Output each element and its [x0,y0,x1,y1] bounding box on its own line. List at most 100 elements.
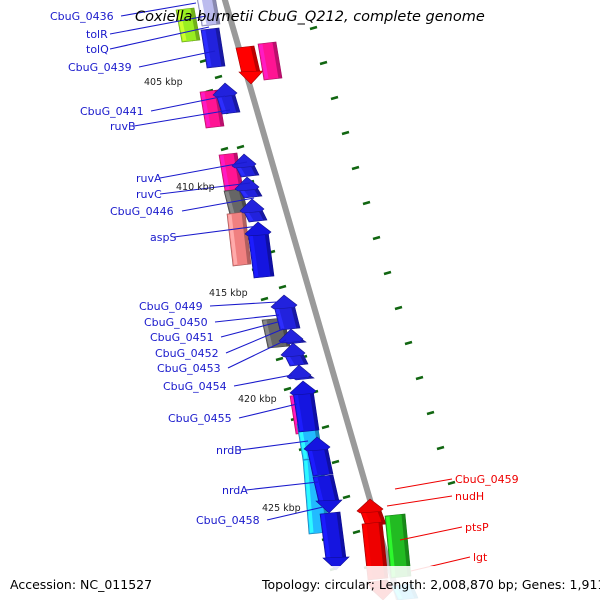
tick-dash [319,60,328,66]
tick-dash [341,130,350,136]
gene-arrowhead-up [289,380,317,396]
gene-shadow [212,0,220,25]
gene-labels-left[interactable]: CbuG_0436 tolR tolQ CbuG_0439 CbuG_0441 ruvB r… [50,10,260,527]
tick-dash-track-outer [309,25,456,486]
tick-dash [351,165,360,171]
gene-label-nudh[interactable]: nudH [455,490,484,503]
gene-label-cbug_0453[interactable]: CbuG_0453 [157,362,221,375]
gene-label-nrda[interactable]: nrdA [222,484,248,497]
gene-glyph[interactable] [239,198,268,223]
gene-shadow [376,508,386,525]
footer-bar: Accession: NC_011527 Topology: circular;… [0,566,600,600]
gene-label-cbug_0446[interactable]: CbuG_0446 [110,205,174,218]
label-leader-line [159,182,251,195]
gene-glyph[interactable] [384,513,412,579]
gene-label-tolr[interactable]: tolR [86,28,108,41]
gene-track-inner[interactable] [196,0,350,571]
gene-shadow [272,42,282,79]
gene-label-ptsp[interactable]: ptsP [465,521,489,534]
gene-arrowhead-up [244,221,272,237]
gene-highlight [177,10,187,41]
gene-glyph[interactable] [303,436,334,477]
tick-dash [342,494,351,500]
gene-label-cbug_0454[interactable]: CbuG_0454 [163,380,227,393]
gene-glyph[interactable] [196,0,221,27]
gene-glyph[interactable] [319,511,350,571]
gene-highlight [304,460,314,533]
gene-glyph[interactable] [235,45,264,85]
gene-label-cbug_0452[interactable]: CbuG_0452 [155,347,219,360]
gene-label-tolq[interactable]: tolQ [86,43,109,56]
label-leader-line [120,2,197,17]
tick-dash [372,235,381,241]
gene-glyph[interactable] [231,153,260,178]
gene-label-cbug_0439[interactable]: CbuG_0439 [68,61,132,74]
gene-highlight [220,155,230,190]
gene-label-cbug_0441[interactable]: CbuG_0441 [80,105,144,118]
gene-label-cbug_0458[interactable]: CbuG_0458 [196,514,260,527]
label-leader-line [233,374,293,387]
gene-glyph[interactable] [312,474,343,514]
tick-dash [362,200,371,206]
gene-label-cbug_0436[interactable]: CbuG_0436 [50,10,114,23]
gene-glyph[interactable] [278,328,307,345]
gene-arrowhead-up [231,153,257,169]
gene-shadow [264,231,274,277]
label-leader-line [394,478,453,490]
gene-label-ruvc[interactable]: ruvC [136,188,162,201]
tick-dash [220,146,229,152]
gene-shadow [250,46,260,73]
label-leader-line [159,161,248,179]
gene-arrowhead-up [303,436,331,452]
gene-label-lgt[interactable]: lgt [473,551,488,564]
label-leader-line [220,321,279,338]
gene-shadow [401,514,411,577]
tick-dash [236,144,245,150]
gene-highlight [228,214,238,265]
gene-highlight [202,30,212,67]
axis-tick-label: 420 kbp [238,394,277,405]
gene-shadow [230,92,240,113]
gene-glyph[interactable] [200,27,226,69]
gene-highlight [285,354,295,365]
gene-glyph[interactable] [286,364,315,381]
gene-label-cbug_0451[interactable]: CbuG_0451 [150,331,214,344]
gene-glyph[interactable] [356,498,387,527]
tick-dash [278,284,287,290]
gene-label-asps[interactable]: aspS [150,231,176,244]
gene-label-cbug_0459[interactable]: CbuG_0459 [455,473,519,486]
label-leader-line [109,26,210,50]
tick-dash [283,386,292,392]
gene-label-cbug_0455[interactable]: CbuG_0455 [168,412,232,425]
gene-arrowhead-up [286,364,312,380]
label-leader-line [173,225,259,238]
tick-dash [394,305,403,311]
gene-glyph[interactable] [289,380,320,433]
gene-glyph[interactable] [280,342,309,367]
gene-labels-right[interactable]: CbuG_0459 nudH ptsP lgt [455,473,519,564]
label-leader-line [386,495,453,507]
gene-glyph[interactable] [234,176,263,199]
gene-shadow [190,8,200,41]
gene-highlight [386,516,396,577]
label-leader-line [181,197,255,212]
tick-dash [214,74,223,80]
gene-highlight [259,44,269,79]
gene-glyph[interactable] [212,82,241,115]
gene-label-ruvb[interactable]: ruvB [110,120,136,133]
tick-dash [447,480,456,486]
gene-arrowhead-up [280,342,306,358]
gene-label-nrdb[interactable]: nrdB [216,444,242,457]
tick-dash [275,356,284,362]
gene-glyph[interactable] [244,221,275,279]
footer-overlay [0,566,600,600]
gene-glyph[interactable] [257,41,283,81]
gene-label-ruva[interactable]: ruvA [136,172,162,185]
gene-label-cbug_0449[interactable]: CbuG_0449 [139,300,203,313]
gene-label-cbug_0450[interactable]: CbuG_0450 [144,316,208,329]
gene-shadow [329,475,339,502]
label-leader-line [399,526,463,541]
gene-glyph[interactable] [226,211,252,267]
gene-shadow [290,304,300,329]
